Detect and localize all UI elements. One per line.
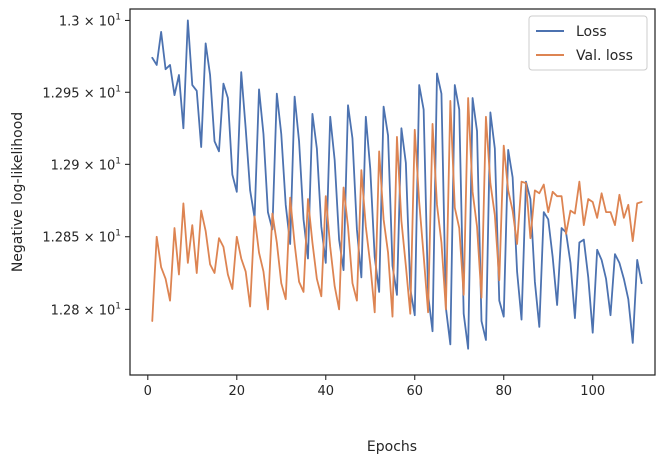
y-tick-label: 1.29 × 101: [51, 156, 121, 173]
legend: Loss Val. loss: [528, 15, 648, 71]
y-axis: 1.3 × 101 1.295 × 101 1.29 × 101 1.285 × 10…: [42, 12, 130, 318]
legend-label-loss: Loss: [576, 24, 607, 40]
x-tick-label: 20: [229, 384, 246, 399]
x-tick-label: 80: [495, 384, 512, 399]
series-line-loss: [151, 19, 643, 350]
x-tick-label: 0: [144, 384, 152, 399]
y-tick-label: 1.3 × 101: [59, 12, 121, 29]
x-tick-label: 100: [580, 384, 605, 399]
series-line-val-loss: [151, 97, 643, 322]
x-axis-label: Epochs: [367, 439, 417, 455]
x-tick-label: 40: [317, 384, 334, 399]
y-tick-label: 1.285 × 101: [42, 229, 121, 246]
plot-frame: [129, 8, 656, 376]
x-tick-label: 60: [406, 384, 423, 399]
y-tick-label: 1.28 × 101: [51, 301, 121, 318]
y-tick-label: 1.295 × 101: [42, 84, 121, 101]
x-axis: 0 20 40 60 80 100: [144, 375, 605, 399]
legend-label-val-loss: Val. loss: [576, 48, 633, 64]
y-axis-label: Negative log-likelihood: [10, 112, 26, 272]
series-layer: [151, 19, 643, 350]
legend-box: [528, 15, 648, 71]
